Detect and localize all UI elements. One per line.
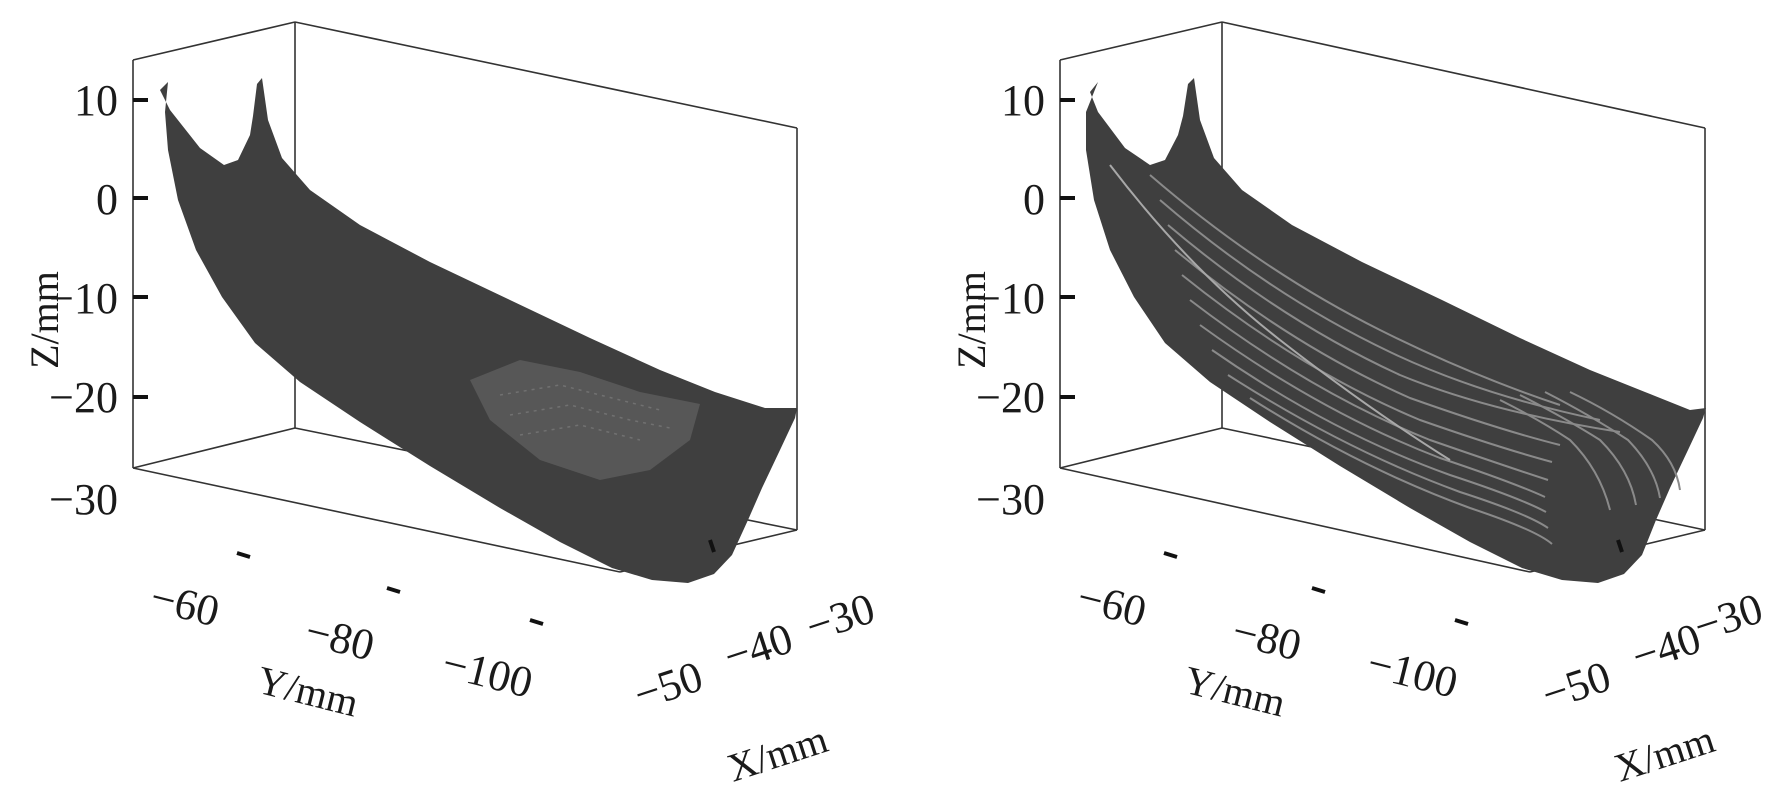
z-tick-label: −10	[49, 274, 118, 323]
z-tick-label: 0	[96, 175, 118, 224]
x-tick-label: −30	[1688, 584, 1769, 652]
y-tick-label: −100	[438, 638, 538, 708]
z-ticks-left: 10 0 −10 −20 −30	[49, 76, 148, 524]
chart-left: 10 0 −10 −20 −30 Z/mm −60 −80 −100 Y/mm …	[22, 21, 881, 788]
surface-left-texture	[470, 360, 700, 480]
z-tick-label: 10	[1001, 76, 1045, 125]
x-axis-title-left: X/mm	[722, 716, 833, 788]
z-axis-title-left: Z/mm	[22, 271, 67, 369]
z-tick-label: −10	[976, 274, 1045, 323]
x-axis-title-right: X/mm	[1609, 716, 1720, 788]
surface-left	[160, 78, 797, 583]
z-tick-label: −30	[49, 475, 118, 524]
x-tick-label: −50	[1536, 652, 1617, 720]
z-axis-title-right: Z/mm	[949, 271, 994, 369]
surface-right	[1086, 78, 1706, 583]
y-tick-label: −100	[1363, 638, 1463, 708]
y-tick-label: −80	[301, 606, 380, 670]
z-tick-label: −20	[49, 373, 118, 422]
y-tick-label: −60	[1073, 572, 1152, 636]
y-axis-title-right: Y/mm	[1180, 657, 1290, 725]
y-tick-label: −80	[1228, 606, 1307, 670]
x-tick-label: −50	[628, 652, 709, 720]
z-ticks-right: 10 0 −10 −20 −30	[976, 76, 1075, 524]
x-tick-label: −40	[718, 614, 799, 682]
y-tick-label: −60	[146, 572, 225, 636]
contour-paths-right	[1109, 164, 1681, 545]
z-tick-label: 0	[1023, 175, 1045, 224]
y-axis-title-left: Y/mm	[253, 657, 363, 725]
z-tick-label: −30	[976, 475, 1045, 524]
z-tick-label: −20	[976, 373, 1045, 422]
chart-right: 10 0 −10 −20 −30 Z/mm −60 −80 −100 Y/mm …	[949, 21, 1769, 788]
x-tick-label: −30	[800, 584, 881, 652]
z-tick-label: 10	[74, 76, 118, 125]
